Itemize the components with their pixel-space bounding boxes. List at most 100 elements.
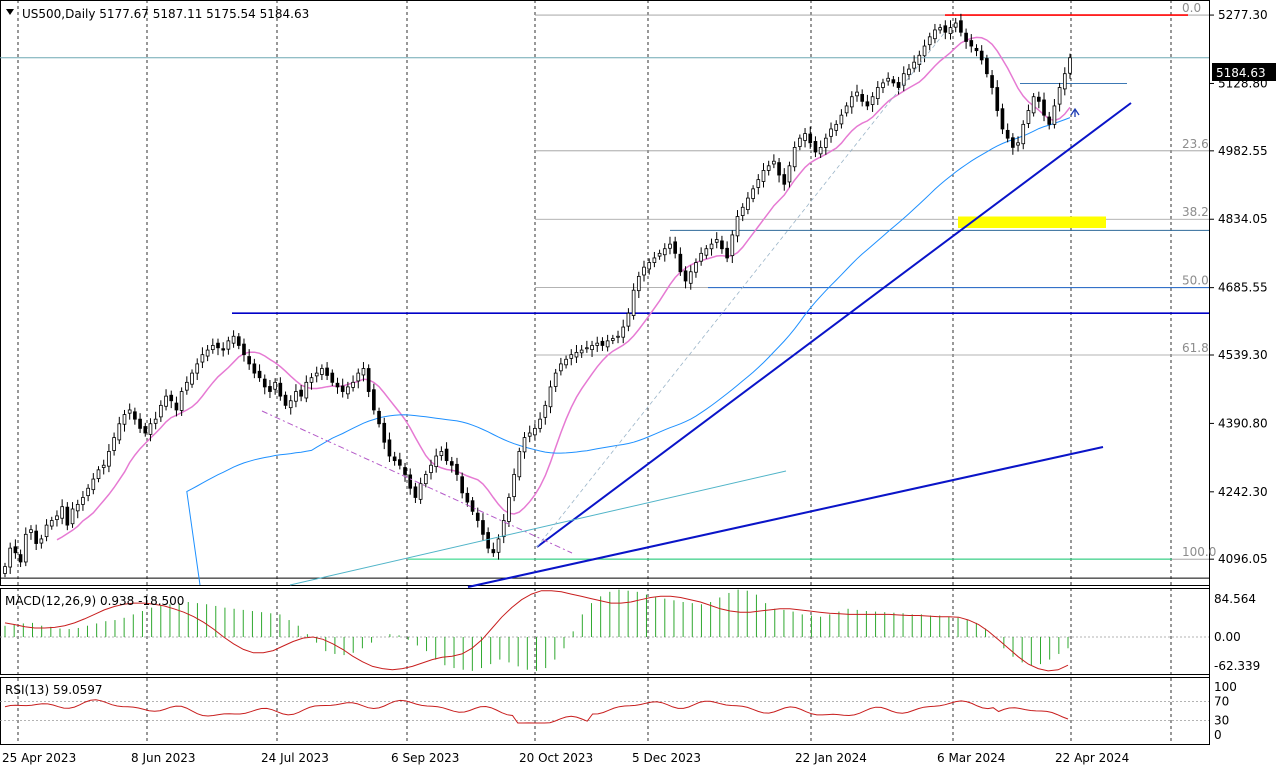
candle-body — [683, 270, 688, 282]
candle — [444, 442, 449, 465]
candle-body — [294, 391, 298, 402]
candle — [943, 20, 948, 40]
candle — [896, 76, 901, 95]
candle — [205, 345, 210, 362]
candle — [569, 349, 574, 366]
candle-body — [75, 503, 80, 512]
candle — [746, 192, 750, 215]
chart-menu-icon[interactable] — [6, 9, 14, 15]
trendline-dashdot — [261, 410, 573, 554]
candle-body — [533, 427, 537, 436]
candle-body — [309, 377, 314, 383]
candle — [335, 377, 340, 394]
candle-body — [268, 386, 272, 392]
candle-body — [943, 25, 948, 33]
grid-layer — [17, 0, 1172, 745]
candle — [579, 345, 584, 358]
candle-body — [392, 456, 397, 462]
candle-body — [39, 538, 44, 544]
candle — [23, 527, 28, 567]
candle-body — [543, 404, 548, 418]
candle-body — [190, 372, 194, 385]
candle — [392, 451, 397, 466]
candle-body — [288, 400, 293, 409]
candle-body — [366, 368, 371, 392]
channel-line — [289, 470, 787, 586]
trendline-support — [467, 446, 1104, 588]
candle-body — [662, 248, 667, 256]
candle-body — [839, 114, 844, 125]
candle-body — [642, 266, 646, 276]
candle-body — [501, 520, 506, 538]
candle-body — [605, 340, 610, 348]
candle-body — [798, 137, 802, 147]
candle-body — [688, 271, 693, 284]
candle-body — [18, 554, 23, 563]
candle — [875, 81, 880, 106]
candle-body — [13, 546, 18, 554]
candle-body — [927, 36, 932, 46]
price-tick-label: 4834.05 — [1218, 212, 1268, 226]
candle — [1011, 133, 1015, 155]
candle — [813, 136, 818, 158]
candle — [720, 235, 724, 254]
candle-body — [377, 410, 381, 425]
candle-body — [1068, 57, 1072, 74]
candle-body — [242, 343, 246, 356]
candle — [449, 456, 454, 473]
candle-body — [55, 515, 59, 520]
candle-body — [538, 418, 542, 429]
candle — [372, 383, 376, 415]
candle — [361, 362, 366, 382]
candle-body — [974, 47, 979, 52]
rsi-line — [4, 699, 1069, 724]
candle-body — [657, 252, 662, 257]
candle — [626, 308, 631, 332]
candle-body — [652, 257, 657, 263]
candle — [1068, 53, 1072, 79]
candle — [164, 389, 168, 411]
candle-body — [1031, 96, 1036, 114]
candle — [190, 369, 194, 388]
candle — [288, 395, 293, 415]
candle-body — [299, 389, 303, 397]
candle-body — [138, 418, 142, 429]
candle-body — [283, 394, 288, 406]
candle-body — [143, 426, 148, 434]
macd-signal-line — [4, 590, 1069, 672]
candle — [652, 251, 657, 268]
candle — [60, 499, 64, 525]
candle — [979, 45, 984, 65]
candle — [517, 447, 522, 481]
candle-body — [621, 326, 626, 338]
candle-body — [434, 455, 439, 468]
candle — [611, 334, 615, 345]
candle-body — [361, 368, 366, 376]
candle — [574, 345, 579, 363]
candle — [153, 411, 158, 430]
trendline-up — [536, 102, 1132, 548]
candle-body — [678, 253, 683, 273]
candle — [226, 336, 231, 355]
candle — [268, 380, 272, 398]
candle — [917, 50, 922, 72]
candle — [725, 241, 729, 263]
candle — [527, 425, 532, 443]
candle-body — [148, 423, 153, 435]
candle-body — [1000, 108, 1005, 130]
candle — [486, 527, 490, 554]
candle-body — [455, 463, 459, 475]
candle — [75, 499, 80, 519]
candle — [595, 336, 600, 352]
candle — [346, 381, 350, 399]
candle — [995, 80, 1000, 117]
candle — [210, 338, 215, 354]
candle — [49, 516, 54, 530]
candle — [948, 20, 953, 40]
candle — [860, 89, 865, 107]
candle — [423, 470, 428, 488]
date-tick-label: 8 Jun 2023 — [131, 751, 196, 765]
